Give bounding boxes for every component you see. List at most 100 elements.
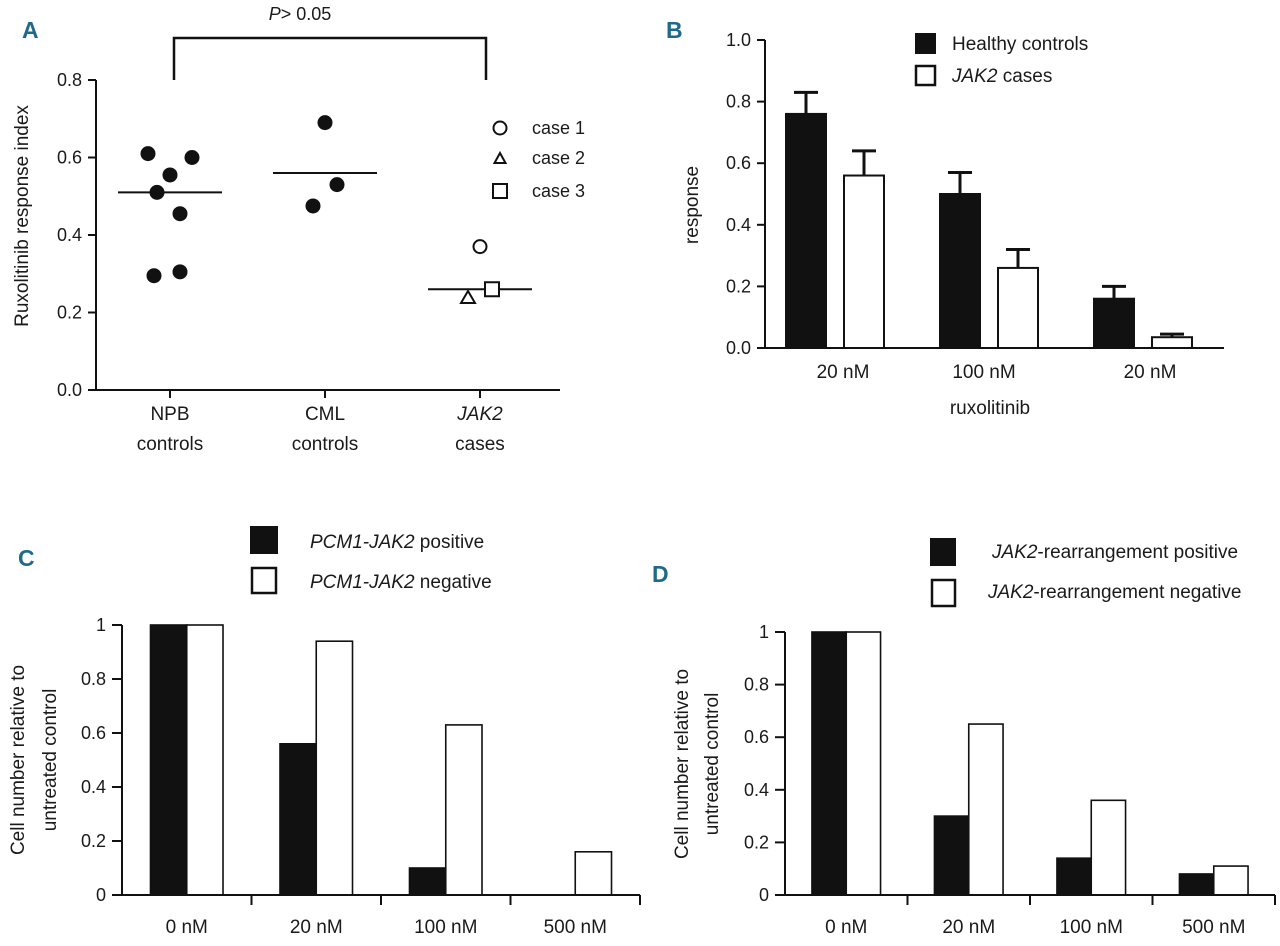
panel-c-y-tick-label: 1 [96, 615, 106, 635]
jak2-cases-label: JAK2 cases [951, 66, 1052, 87]
panel-b-xlabel: ruxolitinib [950, 398, 1030, 419]
panel-a-point [172, 264, 188, 280]
panel-b-x-label: 20 nM [817, 362, 870, 383]
panel-c-label: C [18, 545, 35, 571]
panel-c-x-label: 0 nM [166, 917, 208, 938]
case-1-marker [492, 120, 508, 136]
panel-c-ylabel-line1: Cell number relative to [8, 665, 29, 855]
panel-c-x-ticks: 0 nM 20 nM 100 nM 500 nM [166, 895, 641, 938]
panel-d-y-tick-label: 0.2 [744, 832, 769, 852]
panel-d-bar [1090, 799, 1127, 896]
panel-b-bar [843, 174, 885, 349]
panel-a-point [172, 206, 188, 222]
panel-a-x-ticks: NPB controls CML controls JAK2 cases [137, 390, 505, 455]
panel-c-bar [574, 850, 613, 896]
panel-c-bar [279, 742, 318, 896]
panel-c-x-label: 20 nM [290, 917, 343, 938]
panel-d-bar [1056, 857, 1093, 896]
panel-b-x-label: 20 nM [1124, 362, 1177, 383]
panel-a-significance-bracket [172, 36, 488, 80]
panel-a-x-label: JAK2 [456, 404, 503, 425]
panel-a-point [162, 167, 178, 183]
panel-a-point [184, 150, 200, 165]
panel-c-y-tick-label: 0.6 [81, 723, 106, 743]
panel-c-bar [185, 624, 224, 896]
jak2-rearrangement-positive-label: JAK2-rearrangement positive [991, 542, 1238, 563]
pcm1-jak2-positive-swatch [250, 526, 278, 554]
panel-d-bar [1212, 865, 1249, 896]
panel-b-bar [1151, 336, 1193, 350]
panel-b-y-tick-label: 0.8 [726, 92, 751, 112]
panel-d-bar [933, 815, 970, 896]
panel-d-bar [967, 723, 1004, 896]
panel-d-x-ticks: 0 nM 20 nM 100 nM 500 nM [825, 895, 1276, 938]
panel-a-point [459, 289, 477, 304]
panel-c-y-tick-label: 0.4 [81, 777, 106, 797]
jak2-rearrangement-negative-swatch [930, 578, 957, 608]
panel-c-x-label: 100 nM [414, 917, 477, 938]
panel-a-point [146, 268, 162, 284]
panel-d-ylabel-line1: Cell number relative to [672, 669, 693, 859]
panel-b: B response ruxolitinib 0.0 0.2 0.4 0.6 0.8 1.… [666, 17, 1224, 419]
panel-c-bars [149, 624, 613, 896]
panel-d-x-label: 500 nM [1182, 917, 1245, 938]
pcm1-jak2-negative-swatch [250, 566, 278, 595]
panel-a-x-label: CML [305, 404, 345, 425]
panel-b-label: B [666, 17, 683, 43]
panel-d-bar [845, 631, 882, 896]
panel-a-x-label: controls [137, 434, 204, 455]
healthy-controls-swatch [915, 33, 936, 54]
panel-c-bar [315, 640, 354, 896]
panel-a-y-tick-label: 0.6 [57, 148, 82, 168]
panel-b-y-tick-label: 1.0 [726, 30, 751, 50]
panel-c-y-tick-label: 0.2 [81, 831, 106, 851]
panel-b-y-tick-label: 0.2 [726, 276, 751, 296]
panel-a-point [484, 281, 500, 298]
panel-a-legend: case 1 case 2 case 3 [492, 118, 585, 201]
panel-d-y-tick-label: 1 [759, 622, 769, 642]
panel-a-points [118, 115, 532, 304]
panel-c-bar [149, 624, 188, 896]
case-2-marker [492, 150, 508, 164]
case-2-label: case 2 [532, 148, 585, 168]
panel-c-x-label: 500 nM [544, 917, 607, 938]
panel-d-x-label: 20 nM [942, 917, 995, 938]
panel-c-y-tick-label: 0 [96, 885, 106, 905]
panel-c: C Cell number relative to untreated cont… [8, 526, 641, 938]
panel-a-y-tick-label: 0.4 [57, 225, 82, 245]
panel-b-legend: Healthy controls JAK2 cases [914, 33, 1088, 87]
panel-a-point [140, 146, 156, 162]
pcm1-jak2-positive-label: PCM1-JAK2 positive [310, 532, 484, 553]
panel-d-x-label: 100 nM [1060, 917, 1123, 938]
panel-d-bar [811, 631, 848, 896]
panel-a-y-tick-label: 0.0 [57, 380, 82, 400]
panel-c-ylabel-line2: untreated control [40, 689, 61, 832]
panel-c-bar [444, 724, 483, 896]
panel-c-legend: PCM1-JAK2 positive PCM1-JAK2 negative [250, 526, 492, 595]
panel-a-label: A [22, 17, 39, 43]
panel-a-p-value: P> 0.05 [269, 4, 332, 24]
panel-d-bars [811, 631, 1249, 896]
panel-d-x-label: 0 nM [825, 917, 867, 938]
panel-b-bar [785, 112, 827, 349]
panel-a-x-label: controls [292, 434, 359, 455]
panel-c-y-ticks: 0 0.2 0.4 0.6 0.8 1 [81, 615, 122, 905]
case-3-marker [492, 183, 508, 199]
panel-c-y-tick-label: 0.8 [81, 669, 106, 689]
panel-b-bar [939, 193, 981, 349]
panel-b-x-label: 100 nM [952, 362, 1015, 383]
panel-d-legend: JAK2-rearrangement positive JAK2-rearran… [930, 538, 1242, 608]
panel-d-y-tick-label: 0.8 [744, 675, 769, 695]
panel-d-label: D [652, 561, 669, 587]
panel-b-y-tick-label: 0.6 [726, 153, 751, 173]
panel-a-point [329, 177, 345, 193]
panel-d-y-tick-label: 0.6 [744, 727, 769, 747]
panel-b-bar [1093, 297, 1135, 349]
panel-a: A Ruxolitinib response index 0.00.20.40.… [12, 4, 585, 455]
panel-d-y-tick-label: 0.4 [744, 780, 769, 800]
panel-a-point [305, 198, 321, 214]
panel-b-y-tick-label: 0.0 [726, 338, 751, 358]
healthy-controls-label: Healthy controls [952, 34, 1088, 55]
panel-d-ylabel-line2: untreated control [702, 693, 723, 836]
panel-d: D Cell number relative to untreated cont… [652, 538, 1276, 938]
